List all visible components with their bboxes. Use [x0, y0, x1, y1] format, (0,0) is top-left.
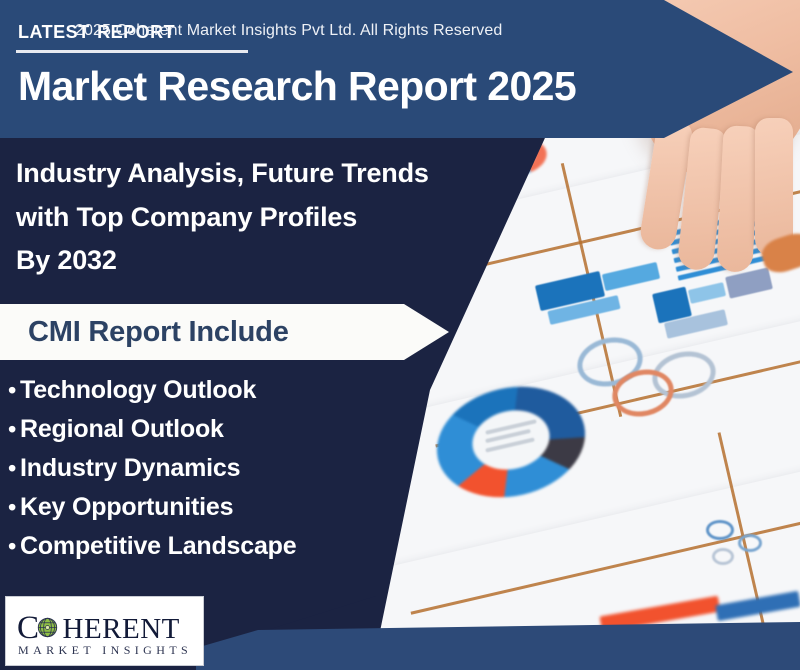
- scatter-marker: [712, 548, 734, 565]
- banner-label: CMI Report Include: [28, 315, 289, 348]
- bullet-dot-icon: •: [8, 494, 16, 520]
- logo-letters-herent: HERENT: [62, 613, 180, 645]
- globe-grid-icon: [37, 617, 58, 638]
- bullet-dot-icon: •: [8, 455, 16, 481]
- list-item-label: Technology Outlook: [20, 376, 257, 404]
- header-band: [0, 0, 793, 138]
- logo-wordmark: C HERENT: [17, 612, 180, 645]
- list-item: • Competitive Landscape: [4, 534, 404, 559]
- logo: C HERENT MARKET INSIGHTS: [5, 596, 204, 666]
- list-item-label: Regional Outlook: [20, 415, 224, 443]
- subtitle-line-1: Industry Analysis, Future Trends: [16, 158, 429, 188]
- kicker-underline: [16, 50, 248, 53]
- copyright-text: 2025 Coherent Market Insights Pvt Ltd. A…: [75, 22, 503, 39]
- logo-letter-c: C: [17, 610, 40, 646]
- list-item-label: Industry Dynamics: [20, 454, 241, 482]
- subtitle-line-3: By 2032: [16, 245, 117, 276]
- bullet-dot-icon: •: [8, 377, 16, 403]
- list-item: • Technology Outlook: [4, 378, 404, 403]
- list-item: • Key Opportunities: [4, 495, 404, 520]
- list-item: • Industry Dynamics: [4, 456, 404, 481]
- list-item: • Regional Outlook: [4, 417, 404, 442]
- logo-tagline: MARKET INSIGHTS: [18, 643, 193, 657]
- hand-finger: [716, 125, 760, 273]
- scatter-marker: [706, 520, 734, 540]
- list-item-label: Key Opportunities: [20, 493, 234, 521]
- subtitle-line-2: with Top Company Profiles: [16, 201, 358, 232]
- report-contents-list: • Technology Outlook • Regional Outlook …: [4, 378, 404, 573]
- kicker-label: Latest Report: [18, 16, 176, 44]
- page-title: Market Research Report 2025: [18, 63, 577, 109]
- report-include-banner: CMI Report Include: [0, 304, 449, 360]
- subtitle-block: Industry Analysis, Future Trends with To…: [16, 152, 536, 283]
- footer-bar: [196, 622, 800, 670]
- bullet-dot-icon: •: [8, 416, 16, 442]
- scatter-marker: [738, 534, 762, 552]
- bullet-dot-icon: •: [8, 533, 16, 559]
- list-item-label: Competitive Landscape: [20, 532, 297, 560]
